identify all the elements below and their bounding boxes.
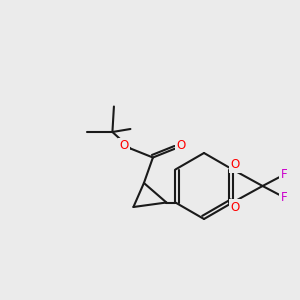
Text: F: F (281, 191, 287, 204)
Text: O: O (230, 158, 240, 172)
Text: O: O (230, 200, 240, 214)
Text: O: O (177, 139, 186, 152)
Text: O: O (120, 139, 129, 152)
Text: F: F (281, 168, 287, 181)
